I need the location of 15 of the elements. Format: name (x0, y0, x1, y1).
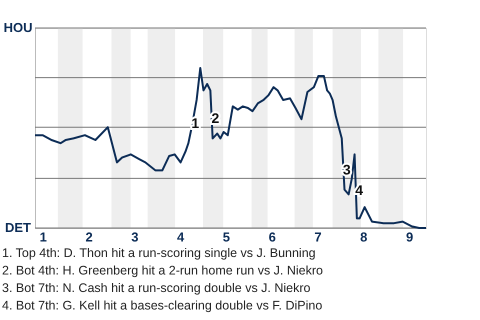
x-tick-label: 9 (406, 230, 414, 244)
x-tick-label: 4 (177, 230, 186, 244)
x-tick-label: 7 (314, 230, 322, 244)
x-tick-label: 2 (85, 230, 93, 244)
text: 1. Top 4th: D. Thon hit a run-scoring single vs J. Bunning (2, 246, 316, 260)
x-tick-label: 5 (222, 230, 230, 244)
ref-line-label: DET (5, 220, 32, 235)
x-tick-label: 1 (40, 230, 47, 244)
text: 3. Bot 7th: N. Cash hit a run-scoring double vs J. Niekro (2, 281, 311, 295)
x-tick-label: 3 (131, 230, 138, 244)
x-tick-label: 6 (268, 230, 276, 244)
ref-line-label: HOU (4, 20, 32, 35)
text: 2. Bot 4th: H. Greenberg hit a 2-run home run vs J. Niekro (2, 264, 324, 278)
text: 4. Bot 7th: G. Kell hit a bases-clearing double vs F. DiPino (2, 298, 322, 312)
x-tick-label: 8 (360, 230, 368, 244)
